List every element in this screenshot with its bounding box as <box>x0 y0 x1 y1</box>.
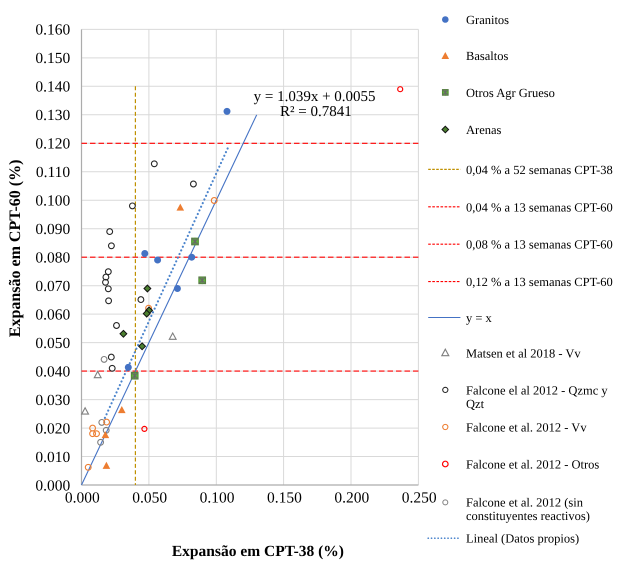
svg-text:Matsen et al 2018 - Vv: Matsen et al 2018 - Vv <box>466 346 581 360</box>
svg-text:0,12 % a 13 semanas CPT-60: 0,12 % a 13 semanas CPT-60 <box>466 275 613 289</box>
svg-text:0.140: 0.140 <box>35 79 70 96</box>
svg-text:Arenas: Arenas <box>466 123 502 137</box>
svg-text:0.110: 0.110 <box>36 164 71 181</box>
svg-text:0.070: 0.070 <box>35 278 70 295</box>
svg-text:Granitos: Granitos <box>466 13 509 27</box>
svg-text:0.130: 0.130 <box>35 107 70 124</box>
svg-text:0.060: 0.060 <box>35 306 70 323</box>
svg-text:0.250: 0.250 <box>402 490 437 507</box>
svg-text:R² = 0.7841: R² = 0.7841 <box>280 104 352 120</box>
svg-text:Expansão em CPT-38 (%): Expansão em CPT-38 (%) <box>172 543 344 560</box>
svg-text:y = x: y = x <box>466 311 493 325</box>
svg-text:0,04 % a 52 semanas CPT-38: 0,04 % a 52 semanas CPT-38 <box>466 163 613 177</box>
svg-text:constituyentes reactivos): constituyentes reactivos) <box>466 509 590 523</box>
svg-text:0.020: 0.020 <box>35 420 70 437</box>
svg-text:0.040: 0.040 <box>35 363 70 380</box>
svg-text:Lineal (Datos propios): Lineal (Datos propios) <box>466 532 579 546</box>
svg-text:y = 1.039x + 0.0055: y = 1.039x + 0.0055 <box>254 89 376 105</box>
svg-text:Falcone et al. 2012 - Otros: Falcone et al. 2012 - Otros <box>466 458 599 472</box>
svg-text:0,08 % a 13 semanas CPT-60: 0,08 % a 13 semanas CPT-60 <box>466 238 613 252</box>
svg-text:Otros Agr Grueso: Otros Agr Grueso <box>466 86 555 100</box>
svg-text:0.000: 0.000 <box>65 490 100 507</box>
svg-text:0.160: 0.160 <box>35 22 70 39</box>
svg-text:Expansão em CPT-60 (%): Expansão em CPT-60 (%) <box>7 160 24 338</box>
svg-text:0.120: 0.120 <box>35 136 70 153</box>
svg-text:Basaltos: Basaltos <box>466 49 508 63</box>
svg-text:Falcone et al. 2012 (sin: Falcone et al. 2012 (sin <box>466 496 584 510</box>
svg-text:0.150: 0.150 <box>267 490 302 507</box>
svg-text:0.000: 0.000 <box>35 477 70 494</box>
svg-text:0.010: 0.010 <box>35 449 70 466</box>
svg-text:0.200: 0.200 <box>334 490 369 507</box>
svg-text:0.150: 0.150 <box>35 50 70 67</box>
svg-text:0.100: 0.100 <box>200 490 235 507</box>
svg-text:0.090: 0.090 <box>35 221 70 238</box>
svg-text:0.030: 0.030 <box>35 392 70 409</box>
svg-text:0.080: 0.080 <box>35 250 70 267</box>
svg-text:Falcone el al 2012 - Qzmc y: Falcone el al 2012 - Qzmc y <box>466 383 608 397</box>
svg-text:Falcone et al. 2012 - Vv: Falcone et al. 2012 - Vv <box>466 421 587 435</box>
svg-text:0.100: 0.100 <box>35 193 70 210</box>
svg-text:0,04 % a 13 semanas CPT-60: 0,04 % a 13 semanas CPT-60 <box>466 200 613 214</box>
svg-text:Qzt: Qzt <box>466 397 485 411</box>
svg-text:0.050: 0.050 <box>35 335 70 352</box>
svg-text:0.050: 0.050 <box>132 490 167 507</box>
